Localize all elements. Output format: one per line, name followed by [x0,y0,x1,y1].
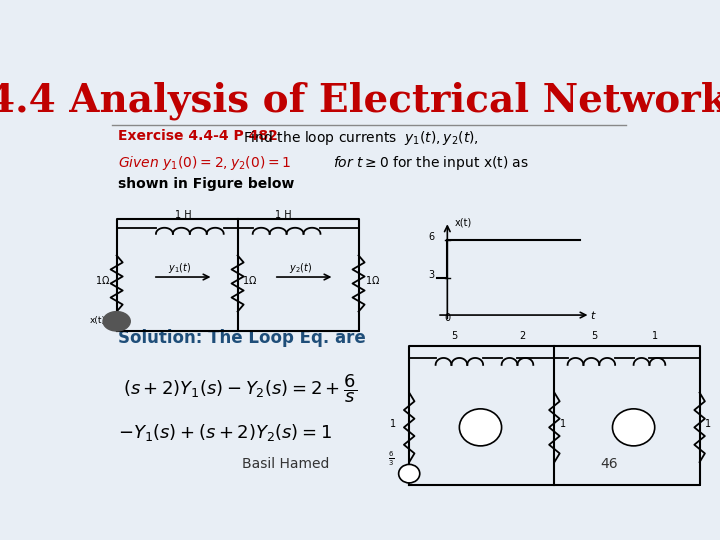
Text: 1 H: 1 H [274,210,292,220]
Text: 46: 46 [600,457,618,471]
Text: 1: 1 [390,420,397,429]
Text: 2: 2 [520,332,526,341]
Text: 1 H: 1 H [175,210,192,220]
Text: 1: 1 [559,420,566,429]
Text: shown in Figure below: shown in Figure below [118,177,294,191]
Text: 1: 1 [652,332,658,341]
Text: 0: 0 [444,313,451,323]
Text: x(t): x(t) [89,316,105,326]
Text: Find the loop currents  $y_1(t), y_2(t)$,: Find the loop currents $y_1(t), y_2(t)$, [243,129,480,147]
Text: 1$\Omega$: 1$\Omega$ [96,273,111,286]
Text: 6: 6 [428,232,435,242]
Text: $for\ t \geq 0$ for the input x(t) as: $for\ t \geq 0$ for the input x(t) as [333,154,528,172]
Text: x(t): x(t) [455,217,472,227]
Text: 5: 5 [591,332,597,341]
Text: 1: 1 [705,420,711,429]
Text: Basil Hamed: Basil Hamed [242,457,329,471]
Text: $\frac{6}{3}$: $\frac{6}{3}$ [387,450,394,468]
Text: $y_1(t)$: $y_1(t)$ [168,260,192,274]
Circle shape [459,409,502,446]
Text: $(s + 2)Y_1(s) - Y_2(s) = 2 + \dfrac{6}{s}$: $(s + 2)Y_1(s) - Y_2(s) = 2 + \dfrac{6}{… [124,373,358,405]
Text: 1$\Omega$: 1$\Omega$ [364,273,379,286]
Text: 3: 3 [428,269,435,280]
Circle shape [613,409,654,446]
Text: 4.4 Analysis of Electrical Networks: 4.4 Analysis of Electrical Networks [0,82,720,120]
Text: 1$\Omega$: 1$\Omega$ [242,273,257,286]
Circle shape [103,312,130,331]
Circle shape [399,464,420,483]
Text: 5: 5 [451,332,457,341]
Text: $-Y_1(s) + (s + 2)Y_2(s) = 1$: $-Y_1(s) + (s + 2)Y_2(s) = 1$ [118,422,332,443]
Text: Solution: The Loop Eq. are: Solution: The Loop Eq. are [118,329,366,347]
Text: $Y_2(s)$: $Y_2(s)$ [621,421,646,434]
Text: $y_2(t)$: $y_2(t)$ [289,260,312,274]
Text: +: + [405,469,414,478]
Text: $\mathit{Given}\ y_1(0) = 2, y_2(0) = 1$: $\mathit{Given}\ y_1(0) = 2, y_2(0) = 1$ [118,154,291,172]
Text: Exercise 4.4-4 P 482: Exercise 4.4-4 P 482 [118,129,278,143]
Text: $Y_1(s)$: $Y_1(s)$ [468,421,492,434]
Text: $t$: $t$ [590,309,596,321]
